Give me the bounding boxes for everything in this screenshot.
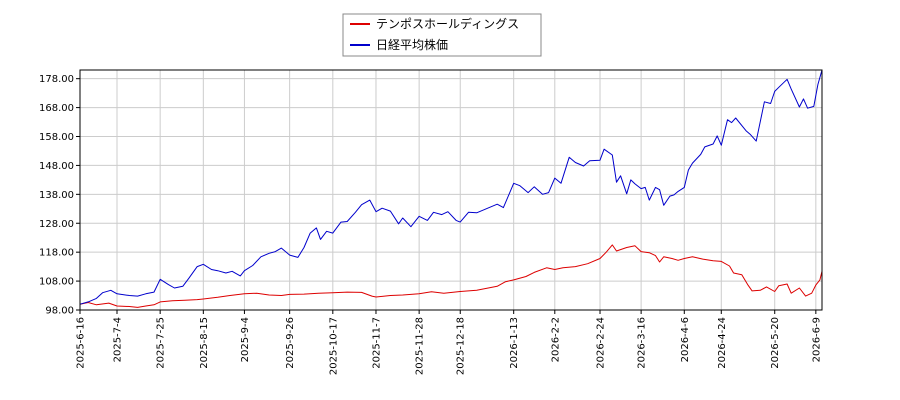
x-tick-label: 2025-7-25	[156, 317, 167, 369]
y-axis: 98.00 108.00 118.00 128.00 138.00 148.00 158.0…	[39, 74, 80, 317]
y-tick-label: 98.00	[45, 306, 74, 317]
series-lines	[79, 69, 823, 308]
x-tick-label: 2026-4-24	[717, 317, 728, 369]
legend: テンポスホールディングス 日経平均株価	[342, 13, 542, 57]
grid	[79, 70, 822, 311]
x-tick-label: 2025-6-16	[76, 317, 87, 369]
x-tick-label: 2025-12-18	[456, 317, 467, 375]
plot-frame	[79, 69, 823, 311]
legend-label-tempos: テンポスホールディングス	[376, 16, 519, 31]
y-tick-label: 168.00	[39, 103, 74, 114]
legend-label-nikkei: 日経平均株価	[376, 37, 448, 52]
x-tick-label: 2026-1-13	[509, 317, 520, 369]
x-tick-label: 2025-9-26	[285, 317, 296, 369]
y-tick-label: 138.00	[39, 190, 74, 201]
x-tick-label: 2026-4-6	[680, 317, 691, 362]
x-axis: 2025-6-16 2025-7-4 2025-7-25 2025-8-15 2025-…	[76, 310, 822, 375]
series-line-nikkei	[79, 69, 823, 305]
y-tick-label: 178.00	[39, 74, 74, 85]
x-tick-label: 2025-11-28	[415, 317, 426, 375]
x-tick-label: 2026-3-16	[637, 317, 648, 369]
x-tick-label: 2026-5-20	[770, 317, 781, 369]
x-tick-label: 2025-9-4	[240, 317, 251, 362]
y-tick-label: 118.00	[39, 248, 74, 259]
series-line-tempos	[79, 244, 823, 308]
y-tick-label: 128.00	[39, 219, 74, 230]
legend-box	[342, 13, 542, 57]
x-tick-label: 2026-6-9	[811, 317, 822, 362]
x-tick-label: 2026-2-24	[596, 317, 607, 369]
y-tick-label: 158.00	[39, 132, 74, 143]
x-tick-label: 2025-10-17	[328, 317, 339, 375]
y-tick-label: 148.00	[39, 161, 74, 172]
x-tick-label: 2025-7-4	[112, 317, 123, 362]
x-tick-label: 2025-11-7	[371, 317, 382, 369]
x-tick-label: 2026-2-2	[550, 317, 561, 362]
x-tick-label: 2025-8-15	[199, 317, 210, 369]
y-tick-label: 108.00	[39, 277, 74, 288]
